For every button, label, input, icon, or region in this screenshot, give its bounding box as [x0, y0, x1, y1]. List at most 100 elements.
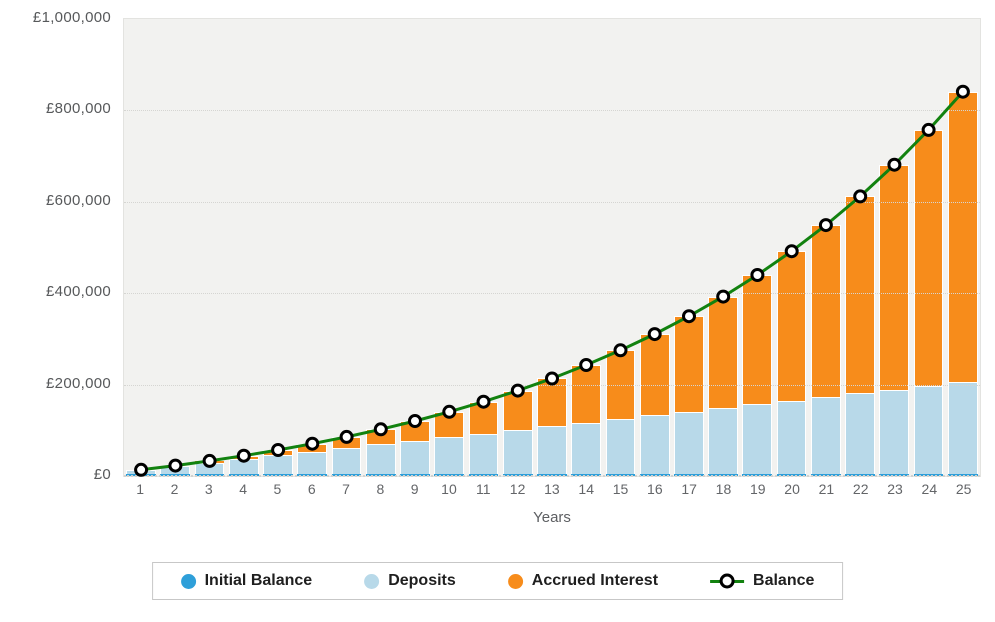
bar-segment-initial-balance[interactable]	[502, 473, 533, 476]
bar-segment-deposits[interactable]	[947, 382, 978, 474]
bar-segment-accrued-interest[interactable]	[297, 443, 328, 452]
stacked-bar[interactable]	[365, 19, 396, 476]
bar-segment-deposits[interactable]	[331, 448, 362, 474]
bar-segment-deposits[interactable]	[845, 393, 875, 474]
bar-segment-initial-balance[interactable]	[297, 473, 328, 476]
stacked-bar[interactable]	[537, 19, 567, 476]
stacked-bar[interactable]	[434, 19, 465, 476]
bar-segment-accrued-interest[interactable]	[947, 91, 978, 383]
bar-segment-accrued-interest[interactable]	[468, 401, 499, 434]
bar-segment-deposits[interactable]	[228, 459, 259, 474]
bar-segment-initial-balance[interactable]	[365, 473, 396, 476]
stacked-bar[interactable]	[263, 19, 293, 476]
bar-segment-deposits[interactable]	[297, 451, 328, 474]
stacked-bar[interactable]	[742, 19, 773, 476]
stacked-bar[interactable]	[913, 19, 944, 476]
legend-item-initial-balance[interactable]: Initial Balance	[180, 572, 312, 590]
stacked-bar[interactable]	[845, 19, 875, 476]
stacked-bar[interactable]	[126, 19, 156, 476]
bar-segment-initial-balance[interactable]	[913, 473, 944, 476]
stacked-bar[interactable]	[708, 19, 738, 476]
bar-segment-initial-balance[interactable]	[537, 473, 567, 476]
bar-slot	[569, 19, 603, 476]
bar-segment-initial-balance[interactable]	[639, 473, 670, 476]
bar-segment-initial-balance[interactable]	[673, 473, 704, 476]
stacked-bar[interactable]	[810, 19, 841, 476]
bar-segment-initial-balance[interactable]	[776, 473, 807, 476]
bar-segment-accrued-interest[interactable]	[673, 316, 704, 412]
stacked-bar[interactable]	[400, 19, 430, 476]
bar-segment-initial-balance[interactable]	[742, 473, 773, 476]
bar-segment-initial-balance[interactable]	[194, 473, 225, 476]
bar-segment-accrued-interest[interactable]	[708, 296, 738, 408]
legend-item-accrued-interest[interactable]: Accrued Interest	[507, 572, 658, 590]
bar-segment-deposits[interactable]	[776, 400, 807, 474]
bar-segment-accrued-interest[interactable]	[845, 196, 875, 394]
bar-segment-accrued-interest[interactable]	[605, 350, 636, 419]
bar-segment-deposits[interactable]	[502, 429, 533, 474]
stacked-bar[interactable]	[228, 19, 259, 476]
stacked-bar[interactable]	[502, 19, 533, 476]
legend-item-balance[interactable]: Balance	[710, 572, 814, 590]
bar-segment-accrued-interest[interactable]	[502, 390, 533, 430]
bar-segment-deposits[interactable]	[434, 437, 465, 474]
bar-segment-initial-balance[interactable]	[571, 473, 602, 476]
bar-segment-deposits[interactable]	[537, 426, 567, 474]
stacked-bar[interactable]	[194, 19, 225, 476]
bar-segment-accrued-interest[interactable]	[639, 334, 670, 416]
bar-segment-accrued-interest[interactable]	[913, 129, 944, 386]
bar-segment-accrued-interest[interactable]	[571, 365, 602, 423]
bar-segment-initial-balance[interactable]	[947, 473, 978, 476]
bar-segment-deposits[interactable]	[913, 385, 944, 474]
bar-segment-accrued-interest[interactable]	[365, 429, 396, 445]
bar-segment-accrued-interest[interactable]	[879, 164, 910, 390]
bar-segment-initial-balance[interactable]	[434, 473, 465, 476]
stacked-bar[interactable]	[297, 19, 328, 476]
stacked-bar[interactable]	[605, 19, 636, 476]
stacked-bar[interactable]	[776, 19, 807, 476]
bar-segment-accrued-interest[interactable]	[810, 225, 841, 397]
bar-segment-deposits[interactable]	[263, 455, 293, 474]
bar-segment-initial-balance[interactable]	[228, 473, 259, 476]
bar-segment-initial-balance[interactable]	[263, 473, 293, 476]
bar-segment-initial-balance[interactable]	[400, 473, 430, 476]
bar-segment-deposits[interactable]	[400, 440, 430, 474]
bar-segment-initial-balance[interactable]	[331, 473, 362, 476]
bar-segment-accrued-interest[interactable]	[331, 436, 362, 449]
stacked-bar[interactable]	[331, 19, 362, 476]
bar-slot	[672, 19, 706, 476]
bar-segment-initial-balance[interactable]	[879, 473, 910, 476]
bar-segment-initial-balance[interactable]	[810, 473, 841, 476]
bar-segment-deposits[interactable]	[742, 404, 773, 474]
bar-segment-initial-balance[interactable]	[605, 473, 636, 476]
bar-segment-deposits[interactable]	[605, 418, 636, 474]
bar-segment-accrued-interest[interactable]	[400, 420, 430, 441]
bar-segment-initial-balance[interactable]	[160, 473, 191, 476]
bar-segment-deposits[interactable]	[365, 444, 396, 474]
stacked-bar[interactable]	[673, 19, 704, 476]
bar-segment-initial-balance[interactable]	[126, 473, 156, 476]
bar-segment-accrued-interest[interactable]	[742, 275, 773, 405]
bar-segment-deposits[interactable]	[708, 407, 738, 474]
bar-segment-deposits[interactable]	[639, 415, 670, 474]
stacked-bar[interactable]	[468, 19, 499, 476]
bar-segment-accrued-interest[interactable]	[537, 378, 567, 427]
stacked-bar[interactable]	[160, 19, 191, 476]
legend-item-deposits[interactable]: Deposits	[364, 572, 456, 590]
stacked-bar[interactable]	[571, 19, 602, 476]
bar-segment-accrued-interest[interactable]	[776, 251, 807, 401]
bar-segment-deposits[interactable]	[468, 433, 499, 474]
stacked-bar[interactable]	[639, 19, 670, 476]
stacked-bar[interactable]	[879, 19, 910, 476]
bar-segment-deposits[interactable]	[571, 422, 602, 474]
bar-segment-deposits[interactable]	[194, 462, 225, 474]
bar-segment-deposits[interactable]	[879, 389, 910, 474]
bar-segment-accrued-interest[interactable]	[434, 411, 465, 438]
bar-segment-deposits[interactable]	[810, 396, 841, 474]
bar-segment-initial-balance[interactable]	[468, 473, 499, 476]
bar-segment-deposits[interactable]	[160, 466, 191, 474]
bar-segment-initial-balance[interactable]	[708, 473, 738, 476]
bar-segment-initial-balance[interactable]	[845, 473, 875, 476]
stacked-bar[interactable]	[947, 19, 978, 476]
bar-segment-deposits[interactable]	[673, 411, 704, 474]
